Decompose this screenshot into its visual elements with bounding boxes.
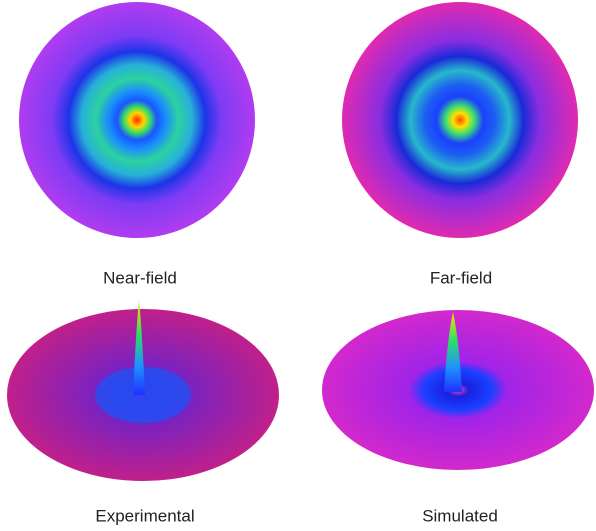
caption: Near-field <box>103 268 177 287</box>
caption: Simulated <box>422 506 498 525</box>
figure-canvas: Near-field Far-field Experimental Simula… <box>0 0 596 531</box>
figure: Near-field Far-field Experimental Simula… <box>0 0 596 531</box>
far-field-image <box>342 2 578 238</box>
near-field-image <box>19 2 255 238</box>
caption: Experimental <box>95 506 194 525</box>
caption: Far-field <box>430 268 492 287</box>
